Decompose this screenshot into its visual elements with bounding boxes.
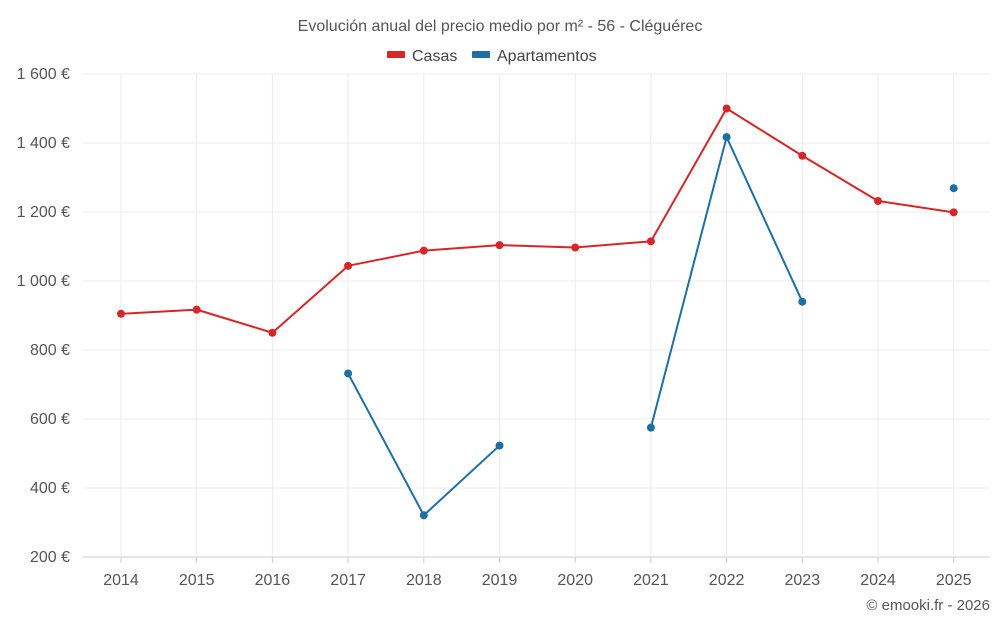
y-tick-label: 1 200 € [17,204,70,221]
data-point-casas[interactable] [949,208,958,217]
data-point-apartamentos[interactable] [495,441,504,450]
x-tick-label: 2024 [860,572,896,589]
data-point-casas[interactable] [571,243,580,252]
x-tick-label: 2014 [103,572,139,589]
data-point-apartamentos[interactable] [949,184,958,193]
data-point-apartamentos[interactable] [419,511,428,520]
data-point-casas[interactable] [495,241,504,250]
x-tick-label: 2018 [406,572,442,589]
x-tick-label: 2019 [482,572,518,589]
series [117,104,958,520]
credit-text: © emooki.fr - 2026 [866,597,990,614]
data-point-apartamentos[interactable] [646,423,655,432]
y-tick-label: 800 € [30,342,70,359]
series-apartamentos [344,133,958,520]
data-point-casas[interactable] [344,261,353,270]
series-casas [117,104,958,337]
data-point-apartamentos[interactable] [722,133,731,142]
legend: Casas Apartamentos [387,48,597,65]
data-point-casas[interactable] [646,237,655,246]
chart-title: Evolución anual del precio medio por m² … [298,18,703,35]
data-point-apartamentos[interactable] [344,369,353,378]
x-tick-label: 2021 [633,572,669,589]
y-tick-label: 1 600 € [17,66,70,83]
x-tick-label: 2016 [255,572,291,589]
legend-label-apartamentos: Apartamentos [497,48,597,65]
x-tick-label: 2020 [557,572,593,589]
data-point-casas[interactable] [117,309,125,318]
axes: 200 € 400 € 600 € 800 € 1 000 € 1 200 € 1 400 … [17,66,972,589]
y-tick-label: 600 € [30,411,70,428]
legend-swatch-casas [387,51,405,58]
y-tick-label: 200 € [30,549,70,566]
legend-item-apartamentos[interactable]: Apartamentos [472,48,597,65]
legend-item-casas[interactable]: Casas [387,48,457,65]
x-tick-label: 2022 [709,572,745,589]
series-line-casas [120,107,954,334]
data-point-casas[interactable] [874,196,882,205]
data-point-casas[interactable] [722,104,731,113]
data-point-casas[interactable] [268,328,277,337]
data-point-apartamentos[interactable] [798,297,807,306]
x-tick-label: 2025 [936,572,972,589]
y-tick-label: 400 € [30,480,70,497]
data-point-casas[interactable] [419,246,428,255]
y-tick-label: 1 000 € [17,273,70,290]
data-point-casas[interactable] [192,305,201,314]
x-tick-label: 2023 [785,572,821,589]
grid [83,73,990,558]
legend-label-casas: Casas [412,48,457,65]
y-tick-label: 1 400 € [17,135,70,152]
legend-swatch-apartamentos [472,51,490,58]
x-tick-label: 2015 [179,572,215,589]
x-tick-label: 2017 [330,572,366,589]
data-point-casas[interactable] [798,151,807,160]
